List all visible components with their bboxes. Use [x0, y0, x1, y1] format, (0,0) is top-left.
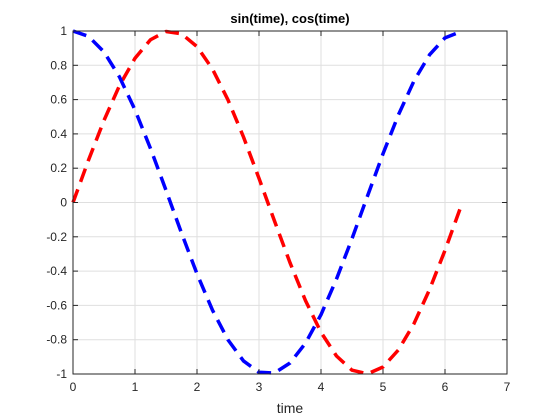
- y-tick-label: 1: [60, 24, 67, 38]
- x-tick-label: 2: [194, 380, 201, 394]
- chart-title: sin(time), cos(time): [230, 11, 349, 26]
- series-lines: [71, 29, 465, 376]
- y-tick-label: -0.2: [46, 230, 67, 244]
- y-tick-label: 0.8: [50, 58, 67, 72]
- x-tick-label: 3: [256, 380, 263, 394]
- series-line-2: [72, 29, 464, 375]
- x-tick-label: 1: [132, 380, 139, 394]
- x-tick-label: 4: [318, 380, 325, 394]
- x-tick-label: 7: [504, 380, 511, 394]
- grid-lines: [72, 30, 508, 375]
- y-tick-label: -0.8: [46, 333, 67, 347]
- axis-ticks: [72, 30, 508, 375]
- series-line-1: [71, 29, 465, 376]
- y-tick-label: 0: [60, 196, 67, 210]
- y-tick-label: -0.6: [46, 298, 67, 312]
- y-tick-label: 0.2: [50, 161, 67, 175]
- y-tick-label: -0.4: [46, 264, 67, 278]
- x-axis-label: time: [277, 400, 304, 416]
- x-tick-labels: 0 1 2 3 4 5 6 7: [70, 380, 511, 394]
- y-tick-label: 0.6: [50, 93, 67, 107]
- y-tick-label: 0.4: [50, 127, 67, 141]
- x-tick-label: 5: [380, 380, 387, 394]
- x-tick-label: 0: [70, 380, 77, 394]
- y-tick-label: -1: [56, 367, 67, 381]
- x-tick-label: 6: [442, 380, 449, 394]
- y-tick-labels: -1 -0.8 -0.6 -0.4 -0.2 0 0.2 0.4 0.6 0.8 1: [46, 24, 67, 381]
